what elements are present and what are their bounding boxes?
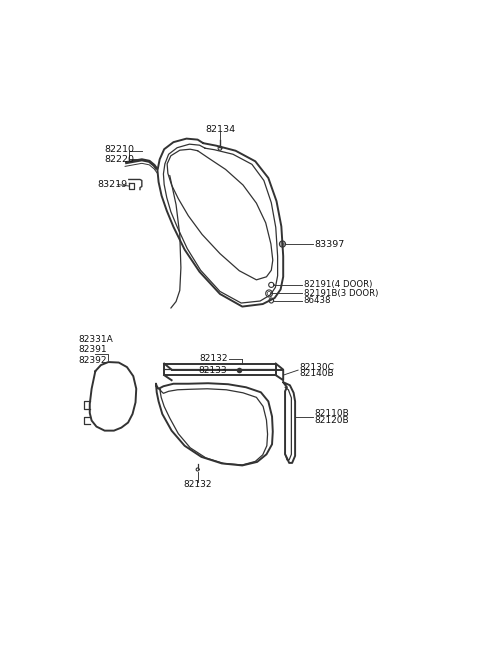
- Text: 82134: 82134: [205, 124, 235, 134]
- Text: 82132: 82132: [183, 480, 212, 489]
- Text: 82130C: 82130C: [299, 363, 334, 371]
- Text: 82140B: 82140B: [299, 369, 334, 378]
- Text: 83219: 83219: [97, 180, 127, 189]
- Text: 82132: 82132: [199, 354, 228, 363]
- Text: 82110B: 82110B: [314, 409, 349, 418]
- Text: 83397: 83397: [315, 240, 345, 248]
- Text: 82191(4 DOOR): 82191(4 DOOR): [304, 280, 372, 290]
- Text: 82133: 82133: [199, 365, 228, 375]
- Text: 86438: 86438: [304, 296, 331, 305]
- Text: 82191B(3 DOOR): 82191B(3 DOOR): [304, 289, 378, 298]
- Text: 82331A
82391
82392: 82331A 82391 82392: [79, 335, 113, 365]
- Text: 82120B: 82120B: [314, 415, 348, 424]
- Text: 82210
82220: 82210 82220: [105, 145, 134, 164]
